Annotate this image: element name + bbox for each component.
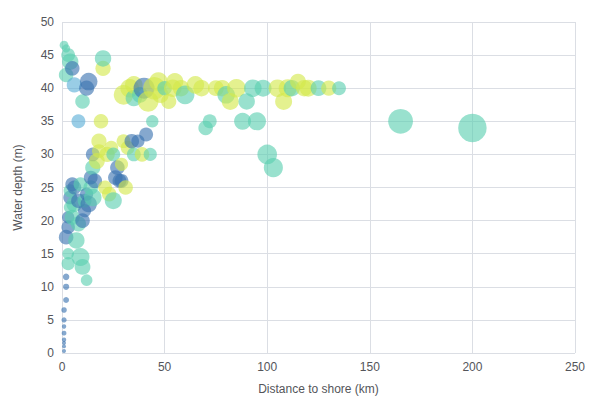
svg-text:30: 30 (41, 147, 55, 161)
svg-text:40: 40 (41, 81, 55, 95)
svg-text:100: 100 (257, 360, 277, 374)
svg-text:250: 250 (565, 360, 585, 374)
svg-text:Distance to shore (km): Distance to shore (km) (258, 382, 379, 396)
svg-text:25: 25 (41, 181, 55, 195)
svg-text:15: 15 (41, 247, 55, 261)
svg-text:20: 20 (41, 214, 55, 228)
svg-text:200: 200 (462, 360, 482, 374)
svg-text:45: 45 (41, 48, 55, 62)
svg-text:Water depth (m): Water depth (m) (11, 144, 25, 230)
svg-text:35: 35 (41, 114, 55, 128)
svg-text:10: 10 (41, 280, 55, 294)
svg-text:5: 5 (47, 313, 54, 327)
svg-text:50: 50 (158, 360, 172, 374)
svg-text:50: 50 (41, 15, 55, 29)
svg-text:0: 0 (47, 346, 54, 360)
svg-text:150: 150 (360, 360, 380, 374)
svg-text:0: 0 (59, 360, 66, 374)
